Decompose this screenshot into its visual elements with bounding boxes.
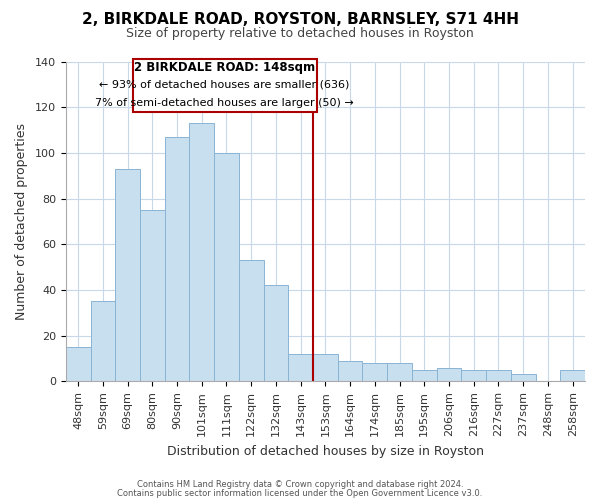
X-axis label: Distribution of detached houses by size in Royston: Distribution of detached houses by size … <box>167 444 484 458</box>
Bar <box>338 361 362 382</box>
Bar <box>239 260 263 382</box>
Bar <box>115 169 140 382</box>
Bar <box>91 302 115 382</box>
Bar <box>313 354 338 382</box>
Text: 2 BIRKDALE ROAD: 148sqm: 2 BIRKDALE ROAD: 148sqm <box>134 62 315 74</box>
Bar <box>66 347 91 382</box>
Bar <box>362 363 387 382</box>
Bar <box>263 286 289 382</box>
Bar <box>140 210 164 382</box>
Bar <box>437 368 461 382</box>
Bar <box>164 137 190 382</box>
Bar <box>214 153 239 382</box>
Bar <box>289 354 313 382</box>
Bar <box>511 374 536 382</box>
Text: Contains public sector information licensed under the Open Government Licence v3: Contains public sector information licen… <box>118 488 482 498</box>
Bar <box>461 370 486 382</box>
Text: ← 93% of detached houses are smaller (636): ← 93% of detached houses are smaller (63… <box>100 80 350 90</box>
Y-axis label: Number of detached properties: Number of detached properties <box>15 123 28 320</box>
Text: Size of property relative to detached houses in Royston: Size of property relative to detached ho… <box>126 28 474 40</box>
Bar <box>387 363 412 382</box>
FancyBboxPatch shape <box>133 59 317 112</box>
Text: 7% of semi-detached houses are larger (50) →: 7% of semi-detached houses are larger (5… <box>95 98 354 108</box>
Bar <box>412 370 437 382</box>
Text: Contains HM Land Registry data © Crown copyright and database right 2024.: Contains HM Land Registry data © Crown c… <box>137 480 463 489</box>
Text: 2, BIRKDALE ROAD, ROYSTON, BARNSLEY, S71 4HH: 2, BIRKDALE ROAD, ROYSTON, BARNSLEY, S71… <box>82 12 518 28</box>
Bar <box>190 123 214 382</box>
Bar <box>560 370 585 382</box>
Bar <box>486 370 511 382</box>
